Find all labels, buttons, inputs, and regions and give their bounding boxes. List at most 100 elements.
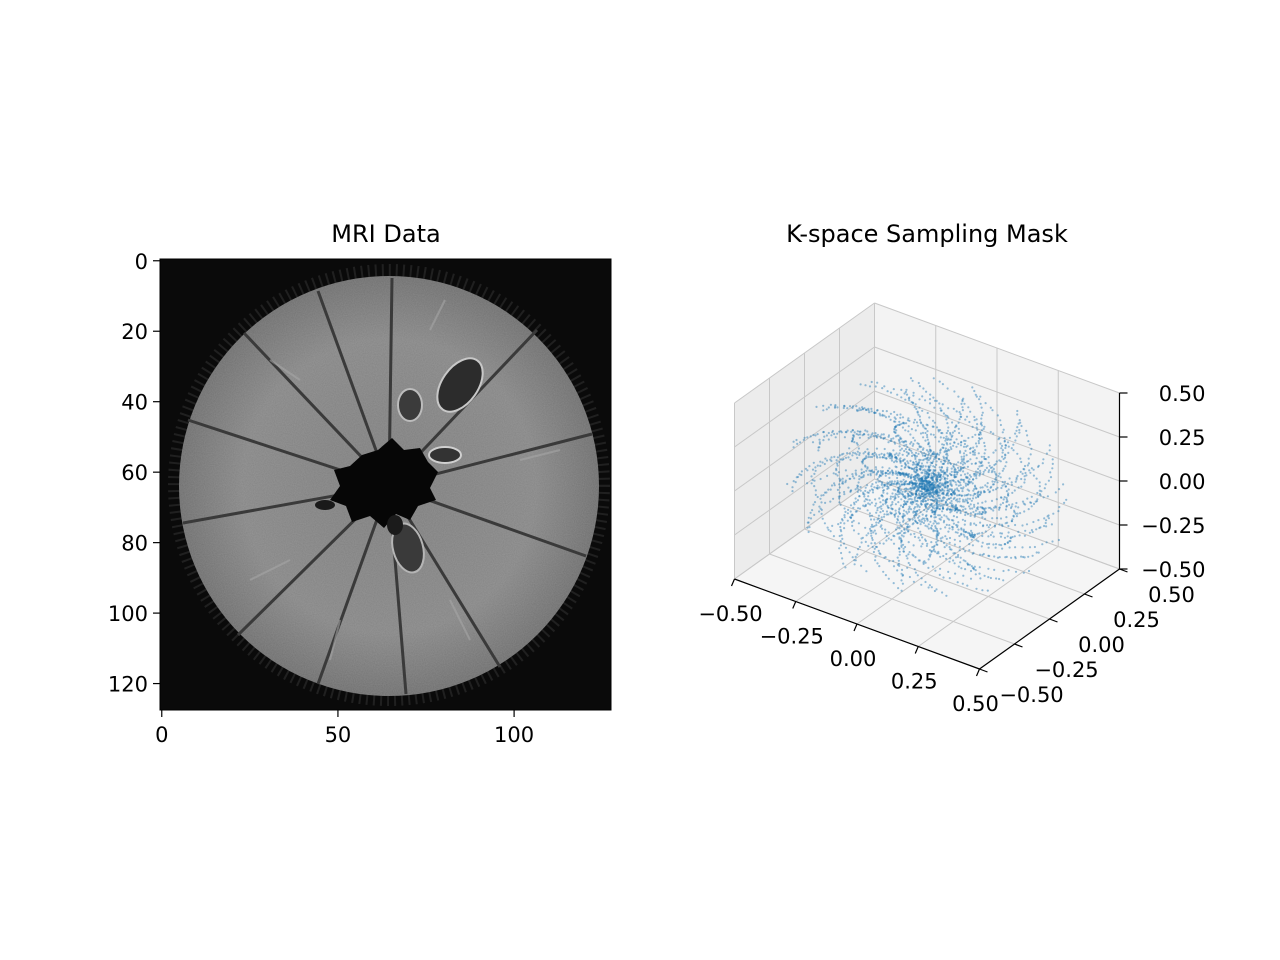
kspace-point [984, 512, 987, 515]
kspace-point [910, 498, 913, 501]
kspace-point [920, 476, 924, 479]
kspace-point [988, 542, 991, 546]
kspace-point [981, 531, 984, 535]
kspace-point [926, 542, 929, 545]
kspace-point [853, 503, 856, 506]
kspace-point [874, 432, 877, 435]
kspace-point [878, 456, 882, 459]
kspace-point [970, 529, 973, 533]
kspace-point [1017, 530, 1020, 534]
kspace-point [975, 487, 978, 490]
kspace-point [875, 472, 879, 475]
kspace-point [889, 412, 893, 415]
kspace-point [974, 442, 978, 445]
kspace-point [911, 500, 914, 504]
kspace-point [931, 495, 935, 498]
kspace-point [916, 521, 919, 525]
kspace-point [944, 439, 947, 442]
kspace-point [966, 531, 970, 534]
kspace-point [848, 477, 851, 480]
kspace-point [1011, 503, 1014, 506]
kspace-point [1045, 525, 1048, 528]
kspace-point [851, 429, 854, 432]
kspace-point [999, 476, 1002, 479]
kspace-point [995, 498, 998, 501]
kspace-point [980, 506, 984, 509]
kspace-point [1020, 460, 1023, 464]
kspace-point [931, 565, 935, 568]
kspace-point [916, 472, 920, 476]
kspace-point [964, 507, 967, 510]
kspace-point [904, 545, 907, 549]
kspace-point [964, 531, 967, 534]
kspace-point [944, 447, 948, 450]
kspace-point [916, 574, 919, 577]
kspace-point [921, 483, 924, 486]
kspace-point [918, 539, 921, 542]
kspace-point [898, 471, 901, 474]
kspace-point [962, 452, 966, 455]
kspace-point [936, 452, 939, 455]
kspace-point [966, 537, 969, 540]
kspace-point [923, 468, 926, 471]
kspace-point [1045, 519, 1048, 522]
kspace-point [879, 474, 882, 477]
kspace-point [921, 498, 925, 501]
kspace-point [890, 469, 894, 472]
kspace-point [913, 469, 916, 472]
kspace-point [942, 446, 945, 449]
kspace-point [823, 491, 827, 494]
kspace-point [812, 461, 815, 464]
kspace-point [937, 484, 940, 488]
kspace-point [920, 487, 924, 490]
kspace-point [1050, 523, 1053, 526]
kspace-point [889, 504, 893, 507]
kspace-point [1035, 477, 1038, 480]
kspace-point [938, 453, 941, 456]
kspace-point [943, 546, 946, 549]
kspace-point [966, 494, 969, 497]
kspace-point [972, 494, 975, 497]
kspace-point [988, 554, 991, 558]
kspace-point [920, 480, 923, 483]
kspace-point [928, 469, 931, 472]
kspace-point [976, 512, 979, 515]
kspace-point [940, 470, 943, 473]
kspace-point [893, 497, 897, 500]
kspace-point [1005, 516, 1008, 519]
kspace-point [819, 507, 822, 510]
kspace-point [994, 472, 997, 475]
kspace-point [879, 553, 882, 556]
kspace-point [959, 467, 963, 470]
kspace-point [867, 473, 870, 476]
kspace-point [855, 473, 858, 476]
kspace-point [898, 423, 901, 426]
kspace-point [936, 474, 939, 477]
kspace-point [917, 487, 920, 490]
kspace-point [869, 435, 872, 438]
kspace-point [884, 498, 888, 501]
kspace-point [966, 562, 969, 565]
kspace-point [858, 407, 861, 410]
kspace-point [901, 459, 905, 463]
kspace-point [924, 476, 927, 479]
kspace-point [851, 406, 854, 409]
kspace-point [1004, 454, 1007, 457]
kspace-point [1030, 529, 1033, 532]
kspace-point [935, 475, 939, 478]
kspace-point [913, 471, 916, 474]
kspace-point [1010, 520, 1014, 523]
kspace-point [982, 427, 985, 430]
kspace-point [856, 485, 860, 488]
kspace-point [1009, 536, 1012, 539]
kspace-point [917, 527, 920, 530]
kspace-point [908, 466, 911, 469]
kspace-point [921, 492, 924, 495]
kspace-point [889, 512, 893, 515]
kspace-point [936, 552, 939, 555]
kspace-point [1023, 534, 1026, 537]
kspace-point [937, 505, 940, 508]
kspace-point [860, 460, 864, 463]
kspace-point [935, 455, 938, 458]
kspace-point [875, 473, 878, 476]
